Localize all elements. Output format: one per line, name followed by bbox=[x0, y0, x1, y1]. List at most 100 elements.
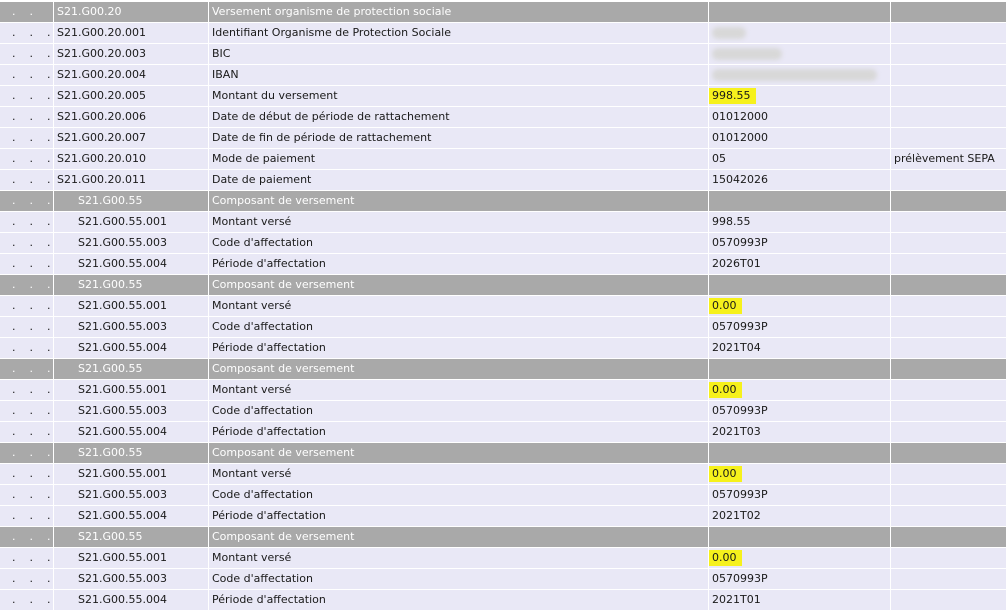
table-row[interactable]: . . . S21.G00.20.001 Identifiant Organisme… bbox=[0, 23, 1006, 44]
rubric-code: S21.G00.55 bbox=[54, 275, 209, 295]
value-description bbox=[891, 191, 1006, 211]
value-description bbox=[891, 296, 1006, 316]
value-description bbox=[891, 569, 1006, 589]
rubric-label: Période d'affectation bbox=[209, 422, 709, 442]
group-row[interactable]: . . . S21.G00.55 Composant de versement bbox=[0, 443, 1006, 464]
rubric-value: 2026T01 bbox=[709, 254, 891, 274]
table-row[interactable]: . . . S21.G00.20.004 IBAN bbox=[0, 65, 1006, 86]
rubric-code: S21.G00.55 bbox=[54, 359, 209, 379]
rubric-value: 0570993P bbox=[709, 569, 891, 589]
rubric-value: 2021T01 bbox=[709, 590, 891, 610]
rubric-code: S21.G00.20.003 bbox=[54, 44, 209, 64]
rubric-value: 0570993P bbox=[709, 317, 891, 337]
indent-dots: . . . bbox=[0, 443, 54, 463]
redacted-value bbox=[712, 69, 877, 81]
rubric-code: S21.G00.20.011 bbox=[54, 170, 209, 190]
indent-dots: . . . bbox=[0, 23, 54, 43]
rubric-label: Composant de versement bbox=[209, 443, 709, 463]
value-description bbox=[891, 380, 1006, 400]
value-description bbox=[891, 2, 1006, 22]
rubric-value: 0570993P bbox=[709, 401, 891, 421]
rubric-value: 0.00 bbox=[709, 380, 891, 400]
value-description bbox=[891, 233, 1006, 253]
rubric-value bbox=[709, 23, 891, 43]
rubric-value: 0.00 bbox=[709, 548, 891, 568]
rubric-code: S21.G00.55.001 bbox=[54, 296, 209, 316]
rubric-label: Versement organisme de protection social… bbox=[209, 2, 709, 22]
group-row[interactable]: . . . S21.G00.55 Composant de versement bbox=[0, 275, 1006, 296]
rubric-value: 2021T02 bbox=[709, 506, 891, 526]
indent-dots: . . . . bbox=[0, 338, 54, 358]
indent-dots: . . . bbox=[0, 65, 54, 85]
value-description bbox=[891, 464, 1006, 484]
table-row[interactable]: . . . S21.G00.20.005 Montant du versement 9… bbox=[0, 86, 1006, 107]
rubric-label: Période d'affectation bbox=[209, 590, 709, 610]
rubric-value bbox=[709, 359, 891, 379]
value-description bbox=[891, 506, 1006, 526]
highlighted-value: 0.00 bbox=[709, 550, 742, 566]
rubric-value: 0570993P bbox=[709, 233, 891, 253]
rubric-value: 2021T04 bbox=[709, 338, 891, 358]
rubric-value: 01012000 bbox=[709, 107, 891, 127]
rubric-label: Composant de versement bbox=[209, 359, 709, 379]
indent-dots: . . . bbox=[0, 149, 54, 169]
rubric-label: Mode de paiement bbox=[209, 149, 709, 169]
group-row[interactable]: . . S21.G00.20 Versement organisme de prot… bbox=[0, 2, 1006, 23]
table-row[interactable]: . . . S21.G00.20.006 Date de début de péri… bbox=[0, 107, 1006, 128]
indent-dots: . . . . bbox=[0, 212, 54, 232]
value-description bbox=[891, 254, 1006, 274]
indent-dots: . . . . bbox=[0, 380, 54, 400]
rubric-code: S21.G00.20.005 bbox=[54, 86, 209, 106]
indent-dots: . . . . bbox=[0, 422, 54, 442]
rubric-label: Montant du versement bbox=[209, 86, 709, 106]
value-description bbox=[891, 338, 1006, 358]
group-row[interactable]: . . . S21.G00.55 Composant de versement bbox=[0, 359, 1006, 380]
rubric-value: 01012000 bbox=[709, 128, 891, 148]
rubric-label: Montant versé bbox=[209, 548, 709, 568]
group-row[interactable]: . . . S21.G00.55 Composant de versement bbox=[0, 191, 1006, 212]
rubric-label: IBAN bbox=[209, 65, 709, 85]
value-description bbox=[891, 128, 1006, 148]
rubric-value bbox=[709, 527, 891, 547]
table-row[interactable]: . . . S21.G00.20.010 Mode de paiement 05 pré… bbox=[0, 149, 1006, 170]
rubric-label: Code d'affectation bbox=[209, 569, 709, 589]
rubric-label: Montant versé bbox=[209, 380, 709, 400]
rubric-code: S21.G00.55.001 bbox=[54, 212, 209, 232]
table-row[interactable]: . . . S21.G00.20.007 Date de fin de périod… bbox=[0, 128, 1006, 149]
rubric-label: Composant de versement bbox=[209, 275, 709, 295]
table-row[interactable]: . . . S21.G00.20.011 Date de paiement 15042… bbox=[0, 170, 1006, 191]
indent-dots: . . . . bbox=[0, 506, 54, 526]
rubric-code: S21.G00.20 bbox=[54, 2, 209, 22]
indent-dots: . . . bbox=[0, 527, 54, 547]
rubric-code: S21.G00.55.003 bbox=[54, 317, 209, 337]
indent-dots: . . . bbox=[0, 86, 54, 106]
value-description bbox=[891, 65, 1006, 85]
rubric-label: Code d'affectation bbox=[209, 233, 709, 253]
table-row[interactable]: . . . S21.G00.20.003 BIC bbox=[0, 44, 1006, 65]
rubric-value bbox=[709, 2, 891, 22]
indent-dots: . . . . bbox=[0, 254, 54, 274]
rubric-code: S21.G00.55.003 bbox=[54, 233, 209, 253]
indent-dots: . . . . bbox=[0, 317, 54, 337]
highlighted-value: 998.55 bbox=[709, 88, 756, 104]
indent-dots: . . . bbox=[0, 359, 54, 379]
rubric-value bbox=[709, 275, 891, 295]
group-row[interactable]: . . . S21.G00.55 Composant de versement bbox=[0, 527, 1006, 548]
value-description bbox=[891, 275, 1006, 295]
rubric-code: S21.G00.20.010 bbox=[54, 149, 209, 169]
